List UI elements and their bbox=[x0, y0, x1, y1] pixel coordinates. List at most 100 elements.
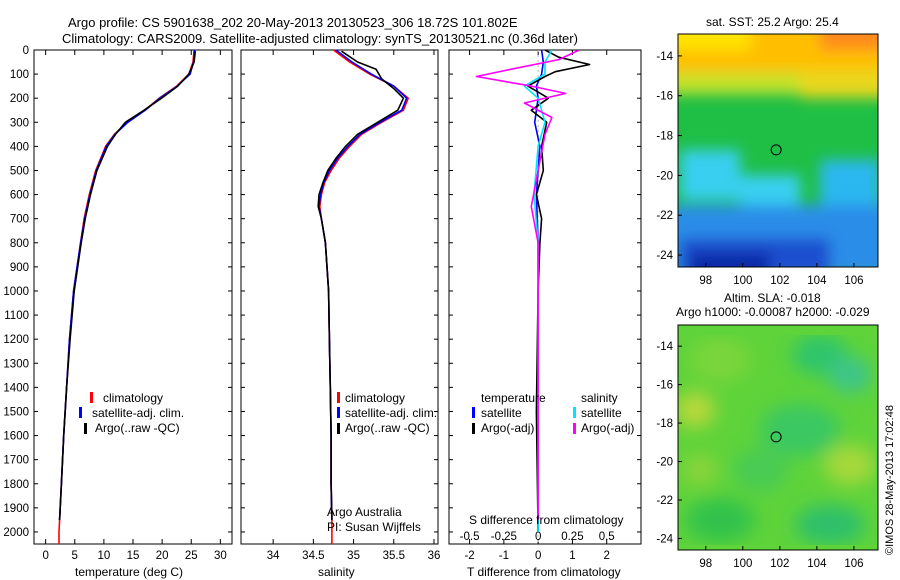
difference-xlabel: T difference from climatology bbox=[467, 565, 621, 579]
map-y-tick-label: -18 bbox=[656, 418, 673, 430]
legend-temp-argo-swatch bbox=[472, 423, 475, 434]
legend-salinity-heading: salinity bbox=[581, 391, 618, 405]
legend-climatology-label: climatology bbox=[103, 391, 163, 405]
title-line-1: Argo profile: CS 5901638_202 20-May-2013… bbox=[68, 15, 518, 30]
legend-temp-satellite-label: satellite bbox=[481, 406, 522, 420]
series-line-satellite-adj-clim- bbox=[318, 49, 408, 520]
sla-map-panel: Altim. SLA: -0.018 Argo h1000: -0.00087 … bbox=[656, 291, 896, 570]
legend-climatology-swatch bbox=[90, 392, 93, 403]
y-tick-label: 100 bbox=[10, 69, 29, 81]
series-line-climatology bbox=[318, 49, 410, 544]
map-y-tick-label: -16 bbox=[656, 380, 673, 392]
legend-argo-label: Argo(..raw -QC) bbox=[345, 421, 430, 435]
y-tick-label: 200 bbox=[10, 93, 29, 105]
map-x-tick-label: 102 bbox=[770, 275, 789, 287]
x-tick-label: 34 bbox=[267, 550, 280, 562]
legend-sal-satellite-swatch bbox=[573, 407, 576, 418]
y-tick-label: 400 bbox=[10, 141, 29, 153]
salinity-axes bbox=[240, 49, 439, 545]
sla-map-title-1: Altim. SLA: -0.018 bbox=[724, 291, 821, 305]
map-x-tick-label: 106 bbox=[844, 558, 863, 570]
annotation-pi: PI: Susan Wijffels bbox=[327, 520, 421, 534]
sla-map-title-2: Argo h1000: -0.00087 h2000: -0.029 bbox=[676, 305, 870, 319]
sst-map-title: sat. SST: 25.2 Argo: 25.4 bbox=[706, 15, 839, 29]
legend-satellite-label: satellite-adj. clim. bbox=[92, 406, 184, 420]
y-tick-label: 0 bbox=[23, 45, 29, 57]
map-y-tick-label: -24 bbox=[656, 250, 673, 262]
x-tick-label: 1 bbox=[569, 550, 575, 562]
salinity-xlabel: salinity bbox=[318, 565, 355, 579]
series-line-argo-raw-qc- bbox=[58, 51, 197, 520]
map-x-tick-label: 102 bbox=[770, 558, 789, 570]
x-tick-label: 2 bbox=[604, 550, 610, 562]
map-y-tick-label: -14 bbox=[656, 341, 673, 353]
map-y-tick-label: -20 bbox=[656, 170, 673, 182]
map-y-tick-label: -20 bbox=[656, 457, 673, 469]
y-tick-label: 1700 bbox=[3, 455, 29, 467]
x-tick-label: 35.5 bbox=[383, 550, 405, 562]
x-tick-label: 10 bbox=[97, 550, 110, 562]
sst-map-axes bbox=[677, 33, 879, 268]
sst-map-panel: sat. SST: 25.2 Argo: 25.4 98 100 102 104 106… bbox=[656, 15, 879, 287]
legend-argo-swatch bbox=[337, 423, 340, 434]
series-line-temperature-argo-adj- bbox=[527, 50, 591, 533]
temperature-axes bbox=[33, 49, 233, 545]
map-y-tick-label: -18 bbox=[656, 131, 673, 143]
argo-position-marker bbox=[770, 431, 782, 443]
argo-position-marker bbox=[770, 144, 782, 156]
legend-climatology-label: climatology bbox=[345, 391, 405, 405]
legend-satellite-swatch bbox=[79, 407, 82, 418]
imos-side-label: ©IMOS 28-May-2013 17:02:48 bbox=[884, 405, 896, 555]
temperature-panel: 0 5 10 15 20 25 30 0 100 200 300 400 500 600 700 800 90… bbox=[3, 45, 233, 579]
map-x-tick-label: 104 bbox=[807, 275, 827, 287]
x-tick-label: 15 bbox=[127, 550, 140, 562]
y-tick-label: 1900 bbox=[3, 503, 29, 515]
x-tick-label: 30 bbox=[214, 550, 227, 562]
y-tick-label: 900 bbox=[10, 262, 29, 274]
legend-temp-satellite-swatch bbox=[472, 407, 475, 418]
y-tick-label: 1300 bbox=[3, 358, 29, 370]
x-tick-label: 36 bbox=[428, 550, 441, 562]
salinity-tick-label: 0.25 bbox=[561, 531, 583, 543]
series-line-temperature-satellite bbox=[533, 50, 545, 532]
legend-argo-label: Argo(..raw -QC) bbox=[95, 421, 180, 435]
map-y-tick-label: -24 bbox=[656, 533, 673, 545]
sla-heatmap bbox=[678, 325, 878, 550]
x-tick-label: 25 bbox=[185, 550, 198, 562]
difference-xlabel-top: S difference from climatology bbox=[469, 513, 624, 527]
x-tick-label: 0 bbox=[535, 550, 541, 562]
x-tick-label: 5 bbox=[72, 550, 78, 562]
map-y-tick-label: -16 bbox=[656, 91, 673, 103]
salinity-tick-label: -0.5 bbox=[460, 531, 480, 543]
y-tick-label: 1400 bbox=[3, 382, 29, 394]
y-tick-label: 1200 bbox=[3, 334, 29, 346]
x-tick-label: 35 bbox=[347, 550, 360, 562]
series-line-salinity-argo-adj- bbox=[475, 50, 580, 520]
temperature-legend: climatology satellite-adj. clim. Argo(..… bbox=[79, 391, 184, 435]
map-x-tick-label: 106 bbox=[844, 275, 863, 287]
map-x-tick-label: 100 bbox=[733, 558, 752, 570]
y-tick-label: 1500 bbox=[3, 406, 29, 418]
map-x-tick-label: 98 bbox=[699, 558, 712, 570]
title-line-2: Climatology: CARS2009. Satellite-adjuste… bbox=[62, 31, 578, 46]
salinity-tick-label: 0.5 bbox=[599, 531, 615, 543]
sst-heatmap bbox=[678, 34, 878, 267]
map-x-tick-label: 100 bbox=[733, 275, 752, 287]
x-tick-label: 20 bbox=[156, 550, 169, 562]
y-tick-label: 1000 bbox=[3, 286, 29, 298]
series-line-argo-raw-qc- bbox=[317, 50, 405, 520]
map-y-tick-label: -14 bbox=[656, 51, 673, 63]
x-tick-label: 0 bbox=[42, 550, 48, 562]
map-x-tick-label: 98 bbox=[699, 275, 712, 287]
legend-argo-swatch bbox=[84, 423, 87, 434]
y-tick-label: 300 bbox=[10, 117, 29, 129]
legend-temperature-heading: temperature bbox=[481, 391, 546, 405]
salinity-tick-label: -0.25 bbox=[491, 531, 517, 543]
y-tick-label: 1800 bbox=[3, 479, 29, 491]
x-tick-label: -1 bbox=[499, 550, 509, 562]
legend-satellite-label: satellite-adj. clim. bbox=[345, 406, 437, 420]
map-y-tick-label: -22 bbox=[656, 210, 673, 222]
y-tick-label: 1600 bbox=[3, 431, 29, 443]
legend-sal-argo-swatch bbox=[573, 423, 576, 434]
